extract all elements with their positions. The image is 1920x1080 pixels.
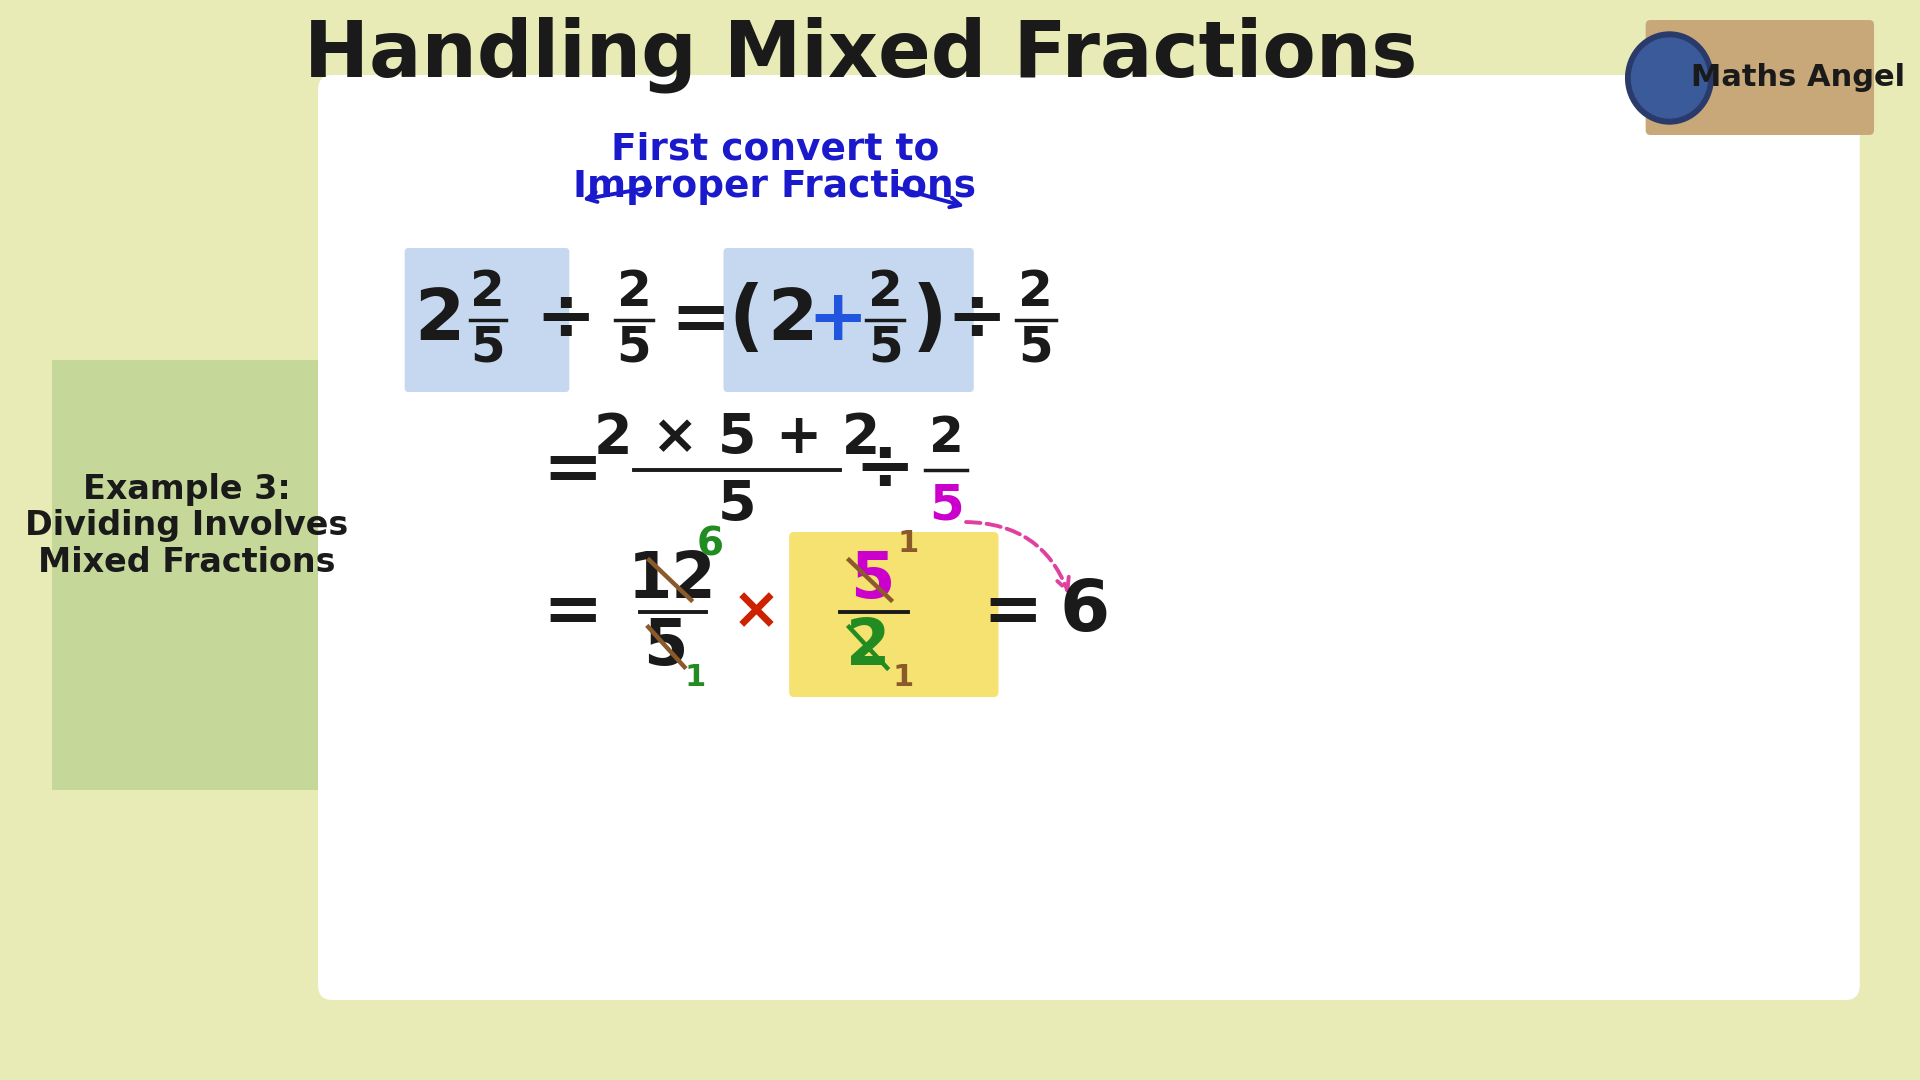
Text: 2: 2 bbox=[847, 616, 891, 678]
FancyArrowPatch shape bbox=[966, 522, 1069, 591]
Text: 5: 5 bbox=[470, 324, 505, 372]
FancyBboxPatch shape bbox=[405, 248, 570, 392]
Text: 5: 5 bbox=[929, 481, 964, 529]
Circle shape bbox=[1626, 32, 1713, 124]
Text: ÷: ÷ bbox=[854, 435, 914, 504]
FancyBboxPatch shape bbox=[789, 532, 998, 697]
Text: 5: 5 bbox=[718, 478, 756, 532]
Text: ÷: ÷ bbox=[947, 285, 1006, 354]
Text: 5: 5 bbox=[643, 616, 687, 678]
Text: 1: 1 bbox=[897, 529, 918, 558]
Text: =: = bbox=[670, 285, 732, 354]
Text: 1: 1 bbox=[893, 662, 914, 691]
Text: Improper Fractions: Improper Fractions bbox=[574, 168, 977, 205]
Text: 6: 6 bbox=[1060, 578, 1110, 647]
Text: 2: 2 bbox=[616, 268, 651, 316]
Text: 5: 5 bbox=[851, 549, 895, 611]
Text: 2: 2 bbox=[470, 268, 505, 316]
Text: Dividing Involves: Dividing Involves bbox=[25, 509, 348, 541]
Text: +: + bbox=[808, 285, 868, 354]
Text: 2: 2 bbox=[929, 414, 964, 462]
Text: ×: × bbox=[732, 583, 780, 640]
Text: 1: 1 bbox=[684, 662, 705, 691]
Text: Handling Mixed Fractions: Handling Mixed Fractions bbox=[303, 17, 1417, 93]
Text: 5: 5 bbox=[616, 324, 651, 372]
Text: =: = bbox=[543, 435, 603, 504]
FancyBboxPatch shape bbox=[1645, 21, 1874, 135]
Text: 2: 2 bbox=[868, 268, 902, 316]
Text: 2: 2 bbox=[1018, 268, 1052, 316]
Text: 2: 2 bbox=[415, 285, 465, 354]
Text: 2 × 5 + 2: 2 × 5 + 2 bbox=[593, 411, 879, 465]
Text: 12: 12 bbox=[628, 549, 716, 611]
Text: Example 3:: Example 3: bbox=[83, 473, 290, 507]
Text: =: = bbox=[543, 578, 603, 647]
FancyBboxPatch shape bbox=[52, 360, 323, 789]
Text: ÷: ÷ bbox=[536, 285, 595, 354]
Text: =: = bbox=[983, 578, 1043, 647]
Text: First convert to: First convert to bbox=[611, 132, 939, 168]
Text: 5: 5 bbox=[868, 324, 902, 372]
Text: Maths Angel: Maths Angel bbox=[1692, 63, 1905, 92]
Text: ): ) bbox=[912, 282, 947, 357]
Text: Mixed Fractions: Mixed Fractions bbox=[38, 545, 336, 579]
Text: (: ( bbox=[728, 282, 764, 357]
Text: 5: 5 bbox=[1018, 324, 1052, 372]
FancyBboxPatch shape bbox=[724, 248, 973, 392]
FancyBboxPatch shape bbox=[319, 75, 1860, 1000]
Text: 2: 2 bbox=[766, 285, 818, 354]
Circle shape bbox=[1632, 38, 1707, 118]
Text: 6: 6 bbox=[697, 525, 724, 563]
